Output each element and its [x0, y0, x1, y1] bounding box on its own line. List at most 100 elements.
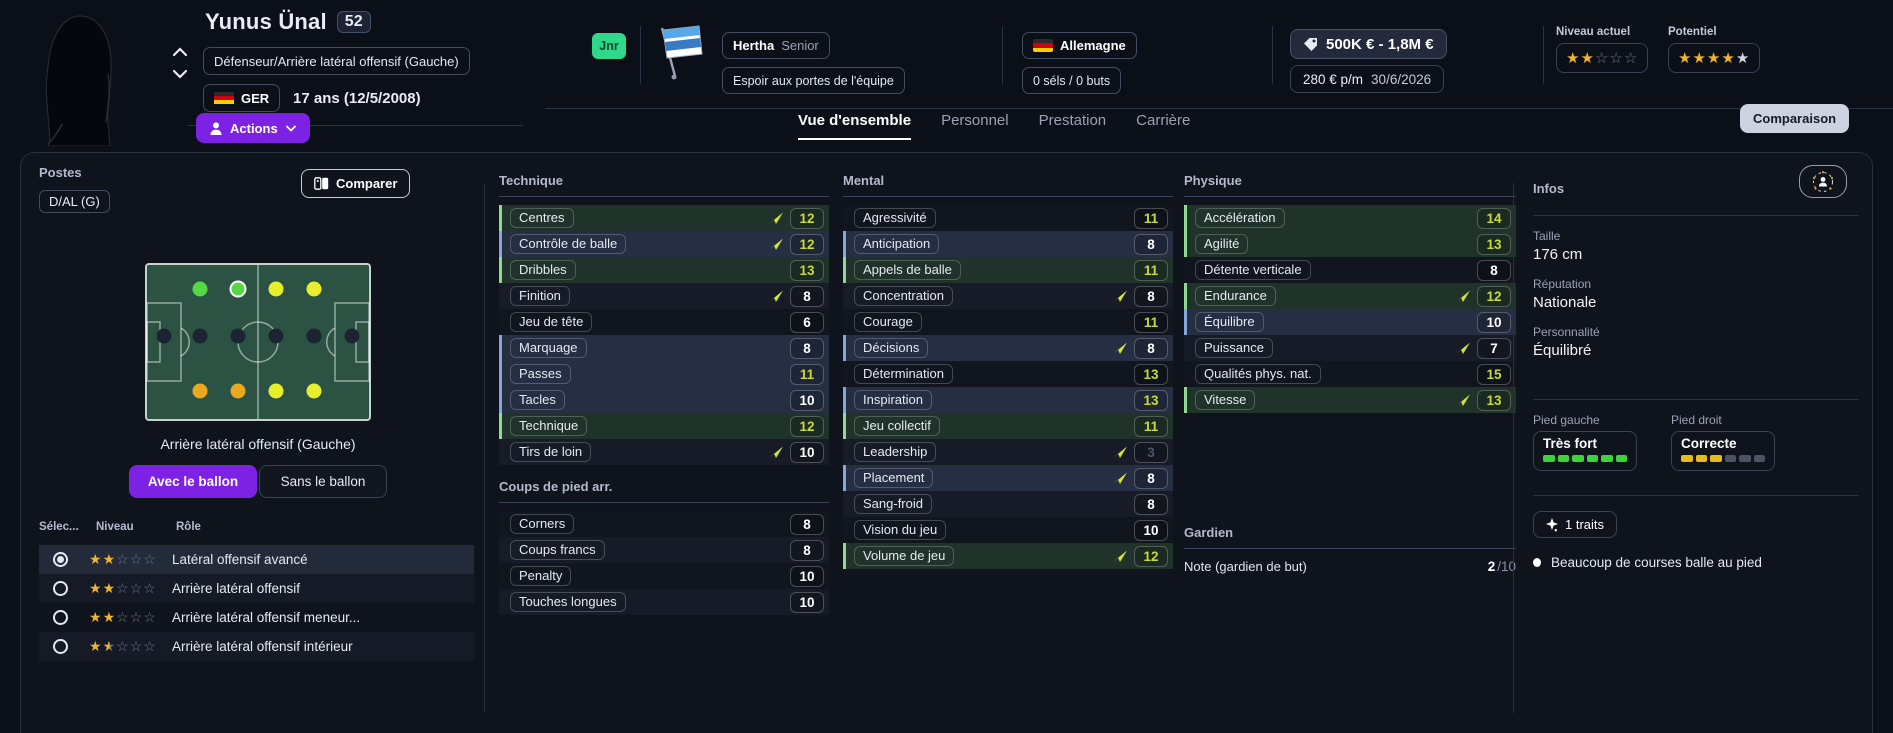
club-team-pill[interactable]: Hertha Senior [722, 32, 830, 59]
comparison-button[interactable]: Comparaison [1740, 104, 1850, 133]
out-star-icon: ☆ [129, 550, 144, 567]
attribute-label: Technique [510, 416, 588, 436]
role-radio[interactable] [53, 581, 68, 596]
role-row-lat-ral-offensif-avanc[interactable]: ★★☆☆☆ Latéral offensif avancé [39, 545, 474, 574]
header-divider [640, 26, 641, 84]
right-foot-rating: Correcte [1671, 431, 1775, 471]
attribute-value: 13 [1477, 233, 1511, 255]
position-dot-yellow [268, 281, 284, 297]
player-cycle-down[interactable] [172, 66, 188, 84]
infos-title: Infos [1533, 181, 1565, 196]
attribute-row-sang-froid: Sang-froid 8 [843, 491, 1173, 517]
attribute-value: 8 [790, 337, 824, 359]
attribute-row-tacles: Tacles 10 [499, 387, 829, 413]
overview-panel: Postes Comparer D/AL (G) Arrière latéral… [20, 152, 1873, 733]
attribute-label: Tirs de loin [510, 442, 592, 462]
attribute-row-acc-l-ration: Accélération 14 [1184, 205, 1516, 231]
player-360-button[interactable] [1799, 165, 1847, 198]
compare-button[interactable]: Comparer [301, 169, 411, 198]
goalkeeper-note-label: Note (gardien de but) [1184, 559, 1307, 574]
foot-strength-segment [1615, 455, 1627, 462]
tab-personnel[interactable]: Personnel [941, 112, 1009, 129]
attribute-value: 13 [1134, 389, 1168, 411]
info-field-label: Taille [1533, 229, 1561, 243]
tab-carri-re[interactable]: Carrière [1136, 112, 1191, 129]
info-field-value: Équilibré [1533, 342, 1592, 359]
club-name: Hertha [733, 38, 775, 53]
goalkeeper-title: Gardien [1184, 525, 1234, 540]
attribute-label: Touches longues [510, 592, 626, 612]
position-dot-dark [344, 328, 360, 344]
info-field-r-putation: Réputation Nationale [1533, 277, 1859, 311]
out-star-icon: ☆ [116, 608, 130, 625]
attribute-value: 12 [790, 415, 824, 437]
player-position-pill: Défenseur/Arrière latéral offensif (Gauc… [203, 47, 470, 75]
attribute-value: 10 [1477, 311, 1511, 333]
attribute-value: 8 [1134, 467, 1168, 489]
price-tag-icon [1304, 37, 1317, 51]
roles-column-select: Sélec... [39, 521, 79, 533]
technical-title: Technique [499, 173, 564, 188]
tab-vue-d-ensemble[interactable]: Vue d'ensemble [798, 112, 912, 140]
attribute-label: Volume de jeu [854, 546, 955, 566]
gold-star-icon: ★ [102, 550, 117, 567]
attribute-row-volume-de-jeu: Volume de jeu 12 [843, 543, 1173, 569]
out-star-icon: ☆ [143, 608, 157, 625]
left-foot-rating: Très fort [1533, 431, 1637, 471]
role-row-arri-re-lat-ral-offensif-meneur[interactable]: ★★☆☆☆ Arrière latéral offensif meneur... [39, 603, 474, 632]
attribute-value: 10 [790, 441, 824, 463]
attribute-value: 8 [790, 285, 824, 307]
role-rating-stars: ★★☆☆☆ [89, 638, 171, 656]
out-star-icon: ☆ [143, 637, 157, 654]
selected-position-caption: Arrière latéral offensif (Gauche) [160, 436, 356, 452]
mental-title: Mental [843, 173, 885, 188]
role-radio[interactable] [53, 639, 68, 654]
traits-list: Beaucoup de courses balle au pied [1533, 555, 1863, 570]
improvement-arrow-icon [769, 212, 783, 224]
player-photo [18, 4, 140, 147]
with-ball-toggle[interactable]: Avec le ballon [129, 465, 257, 498]
role-radio[interactable] [53, 610, 68, 625]
physical-attributes-section: Physique Accélération 14 Agilité 13 Détente … [1184, 173, 1516, 574]
actions-button[interactable]: Actions [196, 113, 310, 143]
improvement-arrow-icon [1113, 550, 1127, 562]
attribute-value: 14 [1477, 207, 1511, 229]
attribute-row-agilit: Agilité 13 [1184, 231, 1516, 257]
germany-flag-icon [214, 91, 234, 105]
role-radio-selected[interactable] [53, 552, 68, 567]
attribute-label: Contrôle de balle [510, 234, 627, 254]
attribute-label: Détermination [854, 364, 953, 384]
attribute-row-dribbles: Dribbles 13 [499, 257, 829, 283]
out-star-icon: ☆ [129, 637, 144, 654]
national-country: Allemagne [1060, 38, 1126, 53]
tab-prestation[interactable]: Prestation [1038, 112, 1107, 129]
junior-squad-badge: Jnr [592, 33, 626, 59]
foot-strength-segment [1724, 455, 1736, 462]
player-number-badge: 52 [336, 11, 371, 33]
attribute-row-agressivit: Agressivité 11 [843, 205, 1173, 231]
role-rating-stars: ★★☆☆☆ [89, 551, 171, 569]
attribute-row-d-termination: Détermination 13 [843, 361, 1173, 387]
wage: 280 € p/m [1303, 71, 1364, 87]
player-cycle-up[interactable] [172, 44, 188, 62]
attribute-label: Jeu collectif [854, 416, 940, 436]
attribute-label: Inspiration [854, 390, 932, 410]
header-divider [1543, 26, 1544, 84]
attribute-row-appels-de-balle: Appels de balle 11 [843, 257, 1173, 283]
attribute-value: 11 [1134, 311, 1168, 333]
national-team-pill[interactable]: Allemagne [1022, 32, 1137, 59]
potential-ability-label: Potentiel [1668, 26, 1717, 38]
without-ball-toggle[interactable]: Sans le ballon [259, 465, 387, 498]
position-dot-orange [192, 383, 208, 399]
half-star-icon: ★ [102, 637, 117, 654]
attribute-value: 13 [1134, 363, 1168, 385]
sparkle-icon [1546, 517, 1558, 531]
out-star-icon: ☆ [129, 608, 144, 625]
attribute-value: 6 [790, 311, 824, 333]
out-star-icon: ☆ [1623, 49, 1639, 67]
role-row-arri-re-lat-ral-offensif[interactable]: ★★☆☆☆ Arrière latéral offensif [39, 574, 474, 603]
attribute-label: Agilité [1195, 234, 1249, 254]
role-row-arri-re-lat-ral-offensif-int-rieur[interactable]: ★★☆☆☆ Arrière latéral offensif intérieur [39, 632, 474, 661]
out-star-icon: ☆ [143, 579, 157, 596]
improvement-arrow-icon [769, 290, 783, 302]
